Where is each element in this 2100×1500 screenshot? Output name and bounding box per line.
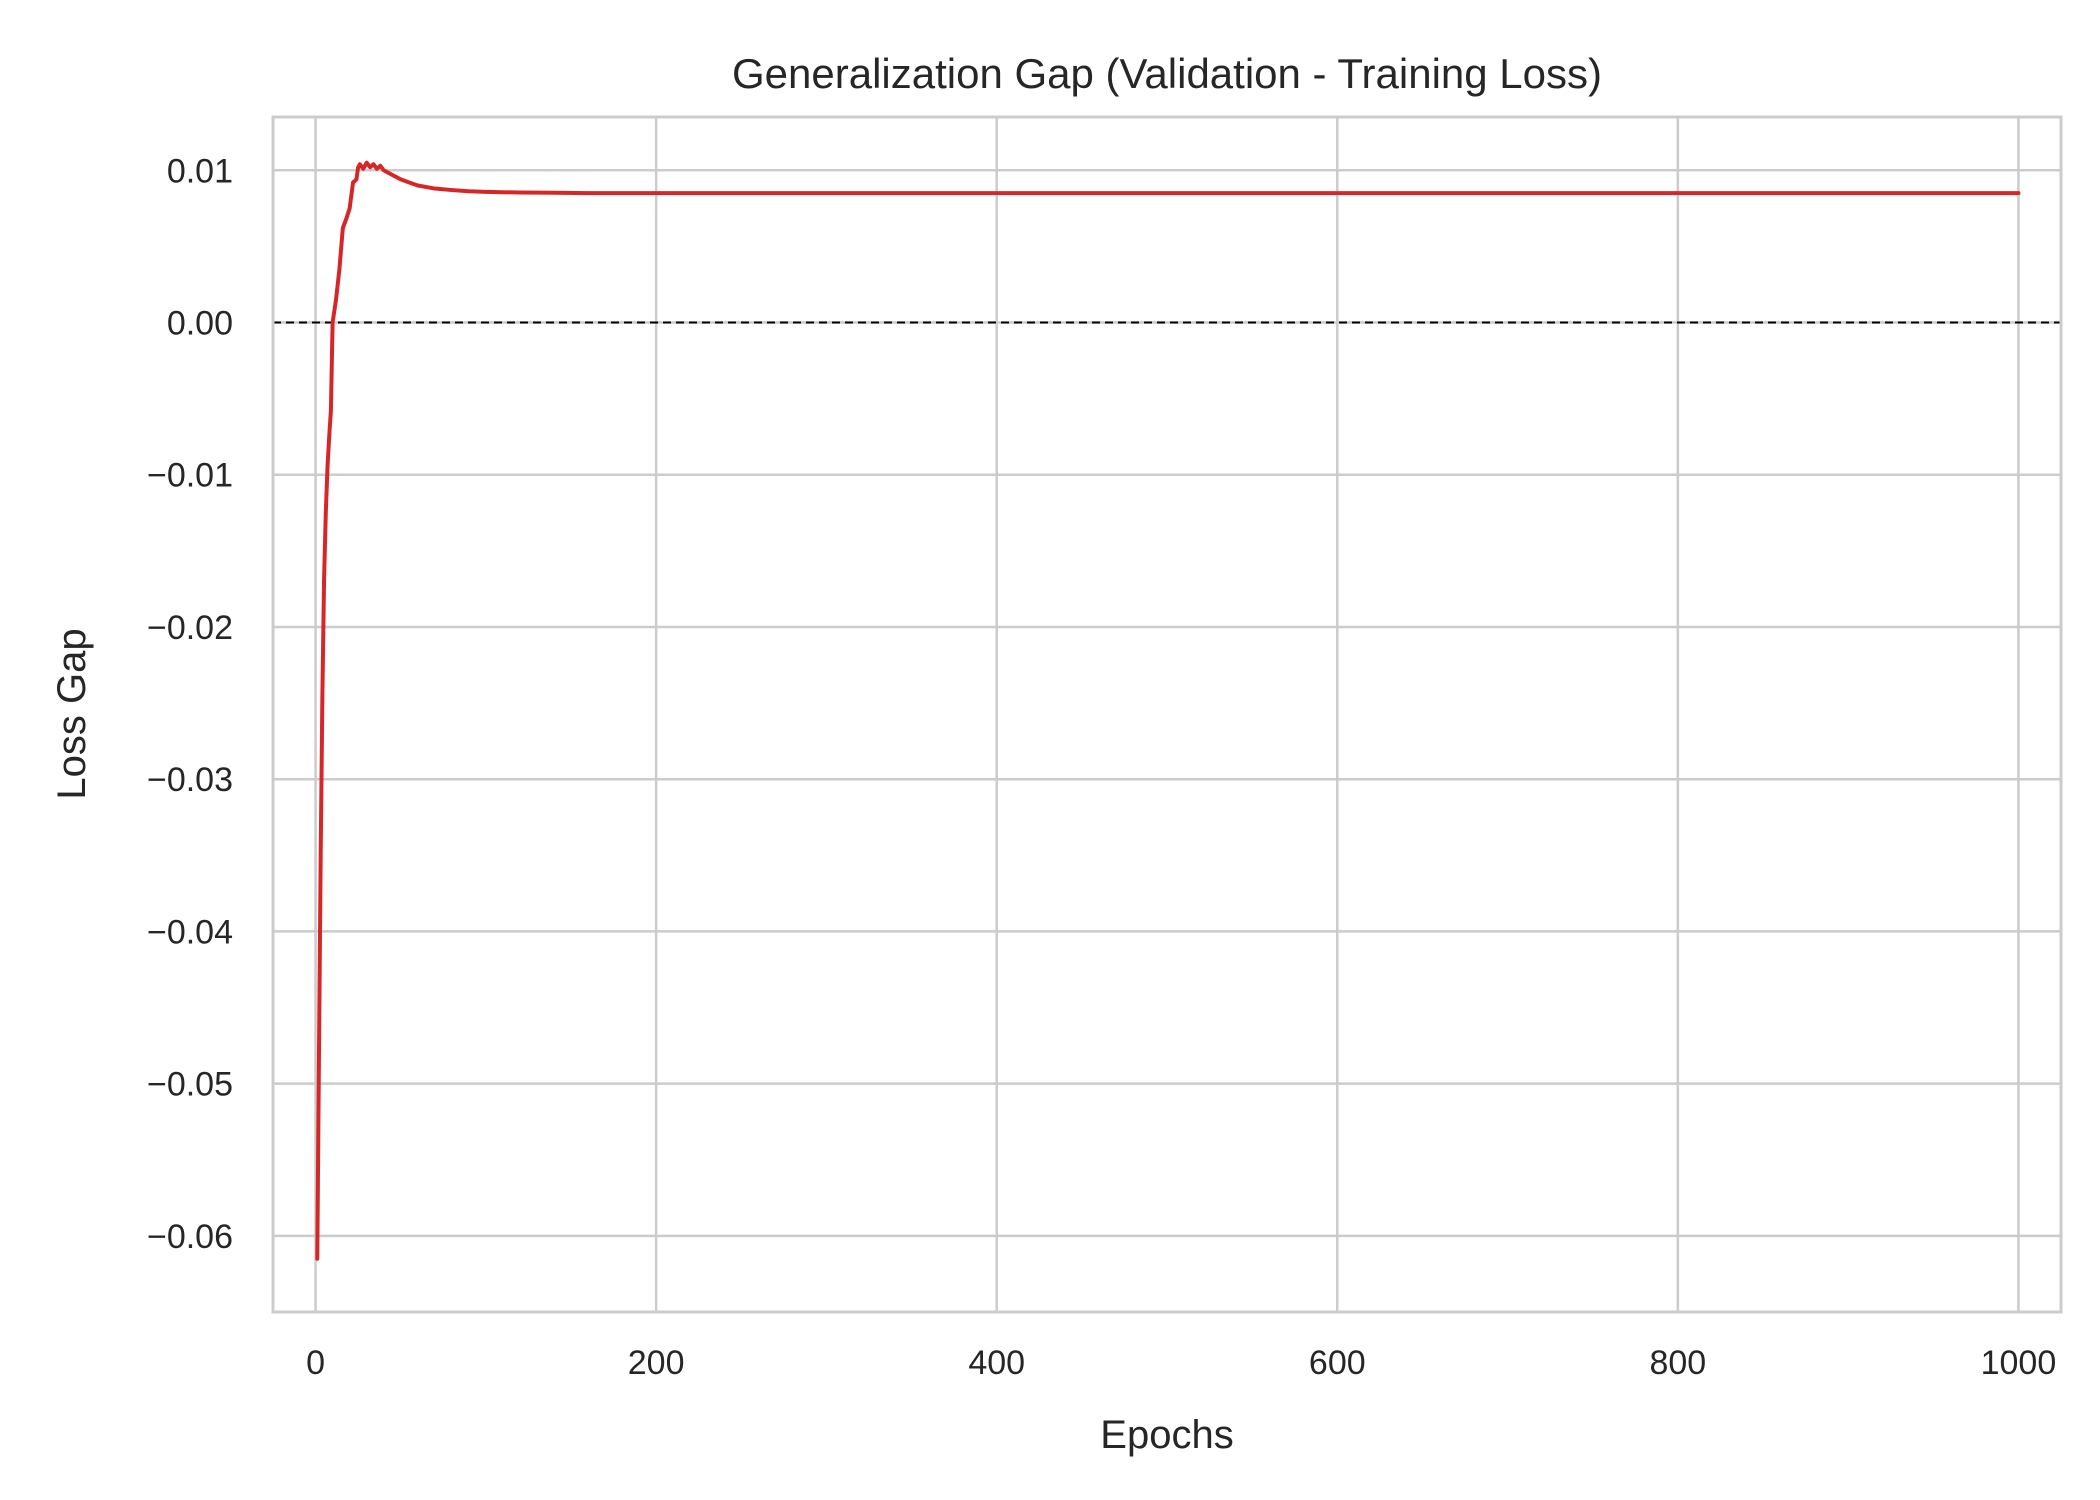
- y-axis-title: Loss Gap: [50, 628, 94, 799]
- y-tick-label: 0.00: [167, 305, 233, 343]
- y-tick-label: −0.02: [147, 609, 233, 647]
- grid: [273, 117, 2061, 1312]
- x-axis-title: Epochs: [1100, 1413, 1233, 1457]
- y-tick-label: −0.04: [147, 913, 233, 951]
- y-tick-label: −0.05: [147, 1066, 233, 1104]
- y-tick-label: −0.06: [147, 1218, 233, 1256]
- y-tick-label: −0.03: [147, 761, 233, 799]
- x-tick-label: 600: [1309, 1344, 1366, 1382]
- series-group: [315, 160, 2021, 1261]
- y-tick-label: −0.01: [147, 457, 233, 495]
- y-axis-ticks: −0.06 −0.05 −0.04 −0.03 −0.02 −0.01 0.00 0.01: [147, 152, 233, 1256]
- series-line-loss-gap: [315, 160, 2021, 1261]
- chart-title: Generalization Gap (Validation - Trainin…: [732, 50, 1602, 97]
- x-tick-label: 800: [1649, 1344, 1706, 1382]
- x-tick-label: 0: [306, 1344, 325, 1382]
- x-tick-label: 1000: [1981, 1344, 2057, 1382]
- x-tick-label: 400: [968, 1344, 1025, 1382]
- y-tick-label: 0.01: [167, 152, 233, 190]
- x-axis-ticks: 0 200 400 600 800 1000: [306, 1344, 2056, 1382]
- x-tick-label: 200: [628, 1344, 685, 1382]
- plot-frame: [271, 115, 2063, 1314]
